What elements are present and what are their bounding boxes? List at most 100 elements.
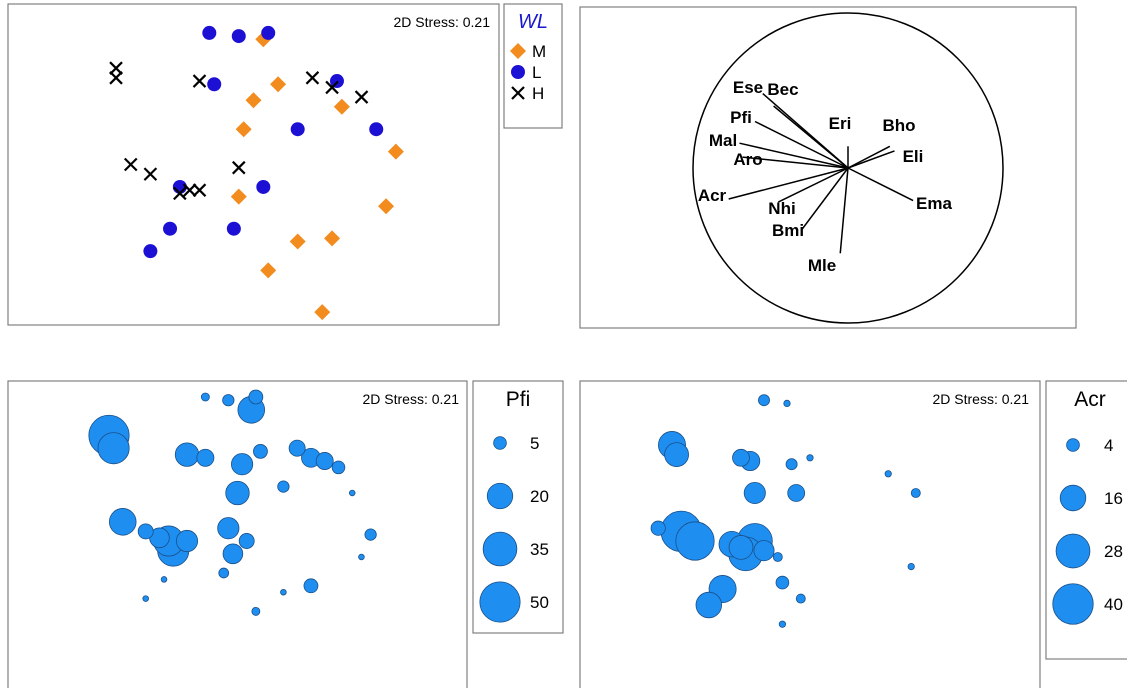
bubble	[785, 458, 798, 471]
point-M	[260, 262, 277, 279]
bubble	[775, 575, 790, 590]
vector-Bmi	[800, 167, 849, 231]
cross-stroke	[354, 90, 369, 104]
point-L	[207, 77, 222, 92]
bubble	[778, 620, 787, 628]
bubble	[251, 606, 261, 616]
bubble	[222, 543, 244, 565]
panel-frame	[7, 380, 468, 688]
vector-Acr	[728, 167, 849, 200]
legend-label: 4	[1104, 436, 1113, 455]
panel-frame	[579, 380, 1041, 688]
vector-Aro	[742, 156, 849, 169]
correlation-circle	[692, 12, 1004, 324]
panel-frame	[579, 6, 1077, 329]
bubble	[675, 521, 715, 561]
bubble	[772, 552, 783, 562]
bubble	[664, 442, 689, 467]
legend-bubble	[482, 531, 518, 567]
cross-stroke	[192, 183, 207, 197]
point-M	[270, 76, 287, 93]
bubble	[884, 470, 892, 478]
point-H	[182, 183, 197, 197]
vector-Bec	[773, 105, 849, 169]
legend-label: 16	[1104, 489, 1123, 508]
vector-Mle	[839, 167, 849, 254]
point-L	[231, 29, 246, 44]
legend-label: M	[532, 42, 546, 61]
bubble-points	[650, 394, 921, 628]
panel-wl-scatter: 2D Stress: 0.21 WL MLH	[7, 3, 563, 326]
point-L	[202, 25, 217, 40]
legend-title: Acr	[1074, 388, 1106, 411]
bubble	[200, 392, 210, 402]
bubble	[97, 432, 130, 465]
bubble	[358, 553, 365, 561]
legend-bubble	[1055, 533, 1091, 569]
point-L	[261, 25, 276, 40]
point-H	[192, 183, 207, 197]
stress-label: 2D Stress: 0.21	[363, 391, 460, 407]
vector-Bho	[847, 145, 891, 169]
legend-title: Pfi	[506, 388, 531, 411]
bubble	[787, 484, 806, 502]
bubble	[907, 562, 915, 571]
cross-stroke	[231, 160, 246, 175]
point-H	[123, 157, 138, 172]
bubble	[806, 454, 814, 462]
stress-label: 2D Stress: 0.21	[933, 391, 1030, 407]
point-H	[325, 80, 339, 95]
point-M	[245, 92, 262, 109]
legend-label: 50	[530, 593, 549, 612]
vector-label: Mle	[808, 256, 836, 275]
vector-label: Bmi	[772, 221, 804, 240]
bubble	[783, 399, 791, 407]
point-M	[289, 233, 306, 250]
point-H	[173, 186, 187, 201]
bubble	[222, 394, 235, 407]
bubble	[142, 595, 149, 602]
point-H	[109, 61, 123, 75]
vector-Pfi	[754, 120, 849, 169]
bubble	[253, 444, 268, 459]
bubble	[137, 523, 154, 540]
bubble	[364, 528, 377, 541]
point-L	[226, 221, 241, 236]
point-M	[387, 143, 404, 160]
bubble	[753, 540, 775, 562]
bubble	[758, 394, 770, 407]
point-H	[143, 167, 158, 181]
legend-title: WL	[518, 11, 548, 33]
point-H	[192, 74, 207, 88]
point-L	[290, 122, 305, 137]
point-H	[354, 90, 369, 104]
point-M	[235, 121, 252, 138]
bubble	[238, 533, 255, 549]
bubble	[160, 576, 168, 583]
vector-label: Acr	[698, 186, 727, 205]
bubble	[196, 448, 215, 467]
cross-stroke	[182, 183, 197, 197]
point-M	[333, 98, 350, 115]
cross-stroke	[109, 61, 123, 75]
bubble	[728, 535, 754, 560]
legend-label: 5	[530, 434, 539, 453]
bubble	[732, 448, 750, 467]
cross-stroke	[173, 186, 187, 201]
vector-Eli	[847, 150, 895, 169]
bubble	[303, 578, 319, 594]
bubble	[280, 588, 287, 596]
bubble	[650, 520, 666, 536]
point-L	[163, 221, 178, 236]
vector-label: Pfi	[730, 108, 752, 127]
point-M	[324, 230, 341, 247]
cross-stroke	[511, 86, 525, 100]
vector-Nhi	[777, 167, 849, 203]
legend-label: 28	[1104, 542, 1123, 561]
vector-label: Bho	[882, 116, 915, 135]
vector-label: Aro	[733, 150, 762, 169]
legend-bubble	[1052, 583, 1094, 625]
point-H	[109, 71, 123, 85]
